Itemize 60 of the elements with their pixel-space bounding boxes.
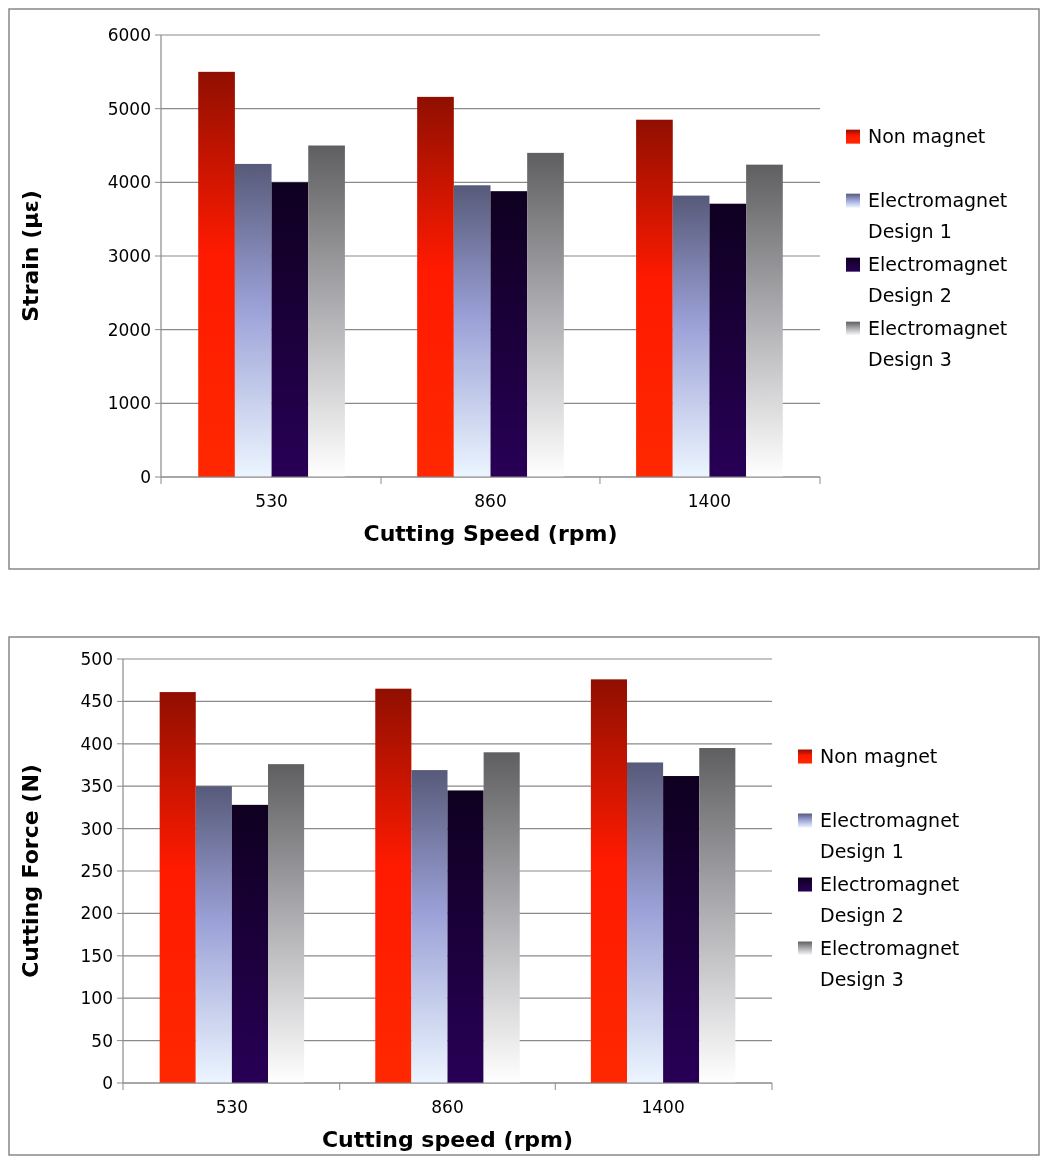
y-tick-label: 2000 [107, 319, 151, 340]
legend-label: Non magnet [820, 745, 938, 768]
bar [590, 679, 627, 1083]
y-tick-label: 350 [80, 776, 113, 797]
legend-label: Non magnet [868, 125, 986, 148]
y-tick-label: 400 [80, 733, 113, 754]
bar [375, 688, 412, 1083]
bar [453, 185, 491, 477]
x-tick-label: 860 [431, 1097, 464, 1117]
bar [231, 804, 268, 1083]
bar [195, 786, 232, 1083]
legend-label: Electromagnet Design 2 [820, 873, 960, 926]
bar [447, 790, 484, 1083]
x-tick-label: 530 [255, 491, 288, 511]
y-tick-label: 150 [80, 945, 113, 966]
y-tick-label: 50 [91, 1030, 113, 1051]
y-tick-label: 3000 [107, 245, 151, 266]
x-tick-label: 530 [215, 1097, 249, 1117]
bar [198, 71, 235, 477]
y-tick-label: 100 [80, 988, 113, 1009]
bar [159, 692, 196, 1083]
y-axis-title: Cutting Force (N) [18, 764, 43, 978]
bar [271, 182, 309, 477]
bar [490, 191, 528, 477]
x-tick-label: 1400 [641, 1097, 685, 1117]
bar [627, 762, 664, 1083]
bar [709, 203, 747, 477]
y-tick-label: 1000 [107, 393, 151, 414]
bar [672, 195, 710, 477]
y-tick-label: 0 [140, 466, 151, 487]
bar [746, 164, 783, 477]
y-tick-label: 500 [80, 648, 113, 669]
y-tick-label: 300 [80, 818, 113, 839]
y-tick-label: 250 [80, 860, 113, 881]
y-tick-label: 450 [80, 691, 113, 712]
legend-label: Electromagnet Design 2 [868, 253, 1008, 306]
y-tick-label: 5000 [107, 98, 151, 119]
y-tick-label: 4000 [107, 172, 151, 193]
bar [636, 119, 673, 477]
x-axis-title: Cutting Speed (rpm) [363, 521, 618, 546]
x-axis-title: Cutting speed (rpm) [321, 1127, 574, 1152]
bar [234, 163, 272, 477]
bar [483, 752, 520, 1083]
bar [411, 770, 448, 1083]
y-tick-label: 6000 [107, 24, 151, 45]
x-tick-label: 860 [474, 491, 507, 511]
x-tick-label: 1400 [687, 491, 732, 511]
bar [699, 748, 736, 1083]
y-tick-label: 0 [102, 1072, 113, 1093]
bar [663, 776, 700, 1083]
legend-label: Electromagnet Design 3 [868, 317, 1008, 370]
bar [527, 152, 564, 477]
legend-label: Electromagnet Design 1 [868, 189, 1008, 242]
bar [308, 145, 345, 477]
y-axis-title: Strain (με) [18, 190, 43, 322]
legend-label: Electromagnet Design 1 [820, 809, 960, 862]
bar [417, 96, 454, 477]
bar [268, 764, 305, 1083]
legend-label: Electromagnet Design 3 [820, 937, 960, 990]
y-tick-label: 200 [80, 903, 113, 924]
